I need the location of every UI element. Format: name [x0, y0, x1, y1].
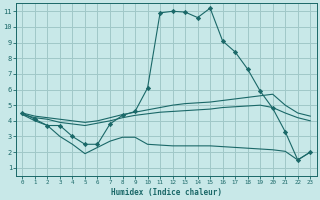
X-axis label: Humidex (Indice chaleur): Humidex (Indice chaleur)	[111, 188, 222, 197]
